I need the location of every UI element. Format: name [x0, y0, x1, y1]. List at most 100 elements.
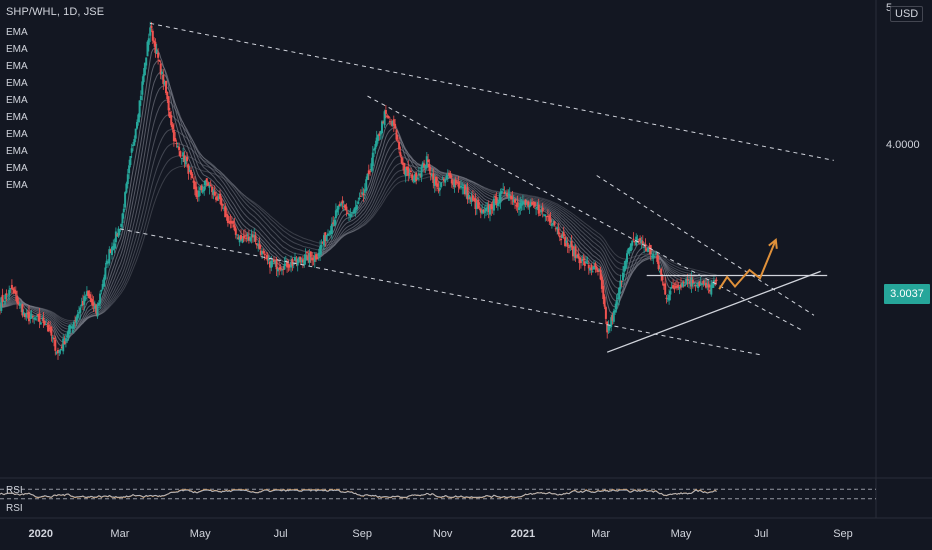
candle-body [26, 312, 29, 315]
candle-body [55, 352, 58, 354]
candle-body [333, 219, 336, 227]
candle-body [564, 237, 567, 246]
candle-body [429, 173, 432, 175]
candle-body [561, 234, 564, 238]
candle-body [714, 281, 717, 283]
x-tick-label: Mar [591, 528, 610, 540]
candle-body [668, 294, 671, 301]
candle-body [34, 318, 37, 320]
indicator-label[interactable]: EMA [6, 95, 28, 106]
candle-body [647, 247, 649, 252]
candle-body [296, 259, 299, 266]
indicator-label[interactable]: EMA [6, 112, 28, 123]
candle-body [167, 96, 170, 111]
candle-body [623, 266, 626, 272]
ema-line [0, 165, 717, 322]
candle-body [49, 328, 52, 330]
candle-body [136, 122, 138, 129]
candle-body [682, 281, 685, 283]
candle-body [282, 268, 285, 270]
candle-body [711, 282, 714, 288]
candle-body [222, 207, 225, 209]
candle-body [645, 248, 648, 251]
indicator-label[interactable]: EMA [6, 180, 28, 191]
indicator-label[interactable]: EMA [6, 146, 28, 157]
candle-body [46, 325, 49, 327]
indicator-label[interactable]: EMA [6, 61, 28, 72]
candle-body [633, 240, 636, 243]
candle-body [30, 314, 33, 319]
candle-body [557, 228, 560, 235]
indicator-label[interactable]: EMA [6, 44, 28, 55]
candle-body [89, 298, 92, 303]
candle-body [485, 208, 487, 212]
projection-arrow-head [768, 237, 778, 249]
candle-body [394, 123, 397, 129]
candle-body [425, 156, 428, 169]
candle-body [262, 250, 265, 254]
ema-line [0, 99, 717, 333]
candle-body [312, 259, 315, 261]
candle-body [96, 304, 99, 317]
currency-button[interactable]: USD [890, 6, 924, 22]
candle-body [594, 263, 597, 267]
candle-body [631, 240, 634, 246]
candle-body [47, 325, 50, 332]
candle-body [133, 139, 136, 146]
candle-body [458, 186, 461, 188]
candle-body [371, 152, 374, 166]
candle-body [423, 163, 426, 168]
candle-body [283, 264, 286, 270]
candle-body [60, 346, 63, 349]
candle-body [186, 156, 188, 162]
candle-body [226, 215, 229, 223]
candle-body [8, 289, 11, 296]
candle-body [637, 240, 640, 242]
candle-body [545, 216, 548, 218]
candle-body [535, 208, 538, 210]
candle-body [146, 41, 149, 57]
candle-body [465, 189, 468, 195]
candle-body [543, 214, 545, 216]
candle-body [369, 171, 372, 173]
candle-body [126, 174, 129, 185]
inner-trendline [367, 95, 803, 331]
indicator-label[interactable]: EMA [6, 27, 28, 38]
candle-body [706, 284, 709, 287]
candle-body [607, 325, 610, 331]
candle-body [569, 244, 572, 248]
candle-body [552, 223, 555, 224]
candle-body [586, 262, 589, 264]
candle-body [699, 283, 702, 285]
candle-body [387, 116, 390, 118]
candle-body [520, 204, 523, 206]
candle-body [537, 204, 540, 214]
candle-body [66, 335, 69, 338]
candle-body [93, 305, 96, 309]
candle-body [357, 201, 360, 204]
candle-body [299, 256, 302, 261]
candle-body [139, 95, 142, 100]
candle-body [321, 242, 324, 244]
indicator-label[interactable]: EMA [6, 163, 28, 174]
candle-body [352, 212, 354, 214]
candle-body [111, 246, 113, 255]
candle-body [511, 197, 514, 200]
candle-body [217, 196, 220, 199]
candle-body [346, 212, 349, 214]
x-tick-label: Jul [274, 528, 288, 540]
indicator-label[interactable]: EMA [6, 129, 28, 140]
indicator-label[interactable]: EMA [6, 78, 28, 89]
candle-body [632, 238, 635, 240]
candle-body [338, 204, 341, 207]
candle-body [492, 198, 495, 211]
candle-body [449, 173, 452, 178]
candle-body [661, 275, 664, 281]
candle-body [361, 192, 364, 195]
candle-body [582, 259, 585, 261]
candle-body [579, 260, 582, 263]
candle-body [232, 221, 235, 224]
candle-body [573, 248, 576, 256]
